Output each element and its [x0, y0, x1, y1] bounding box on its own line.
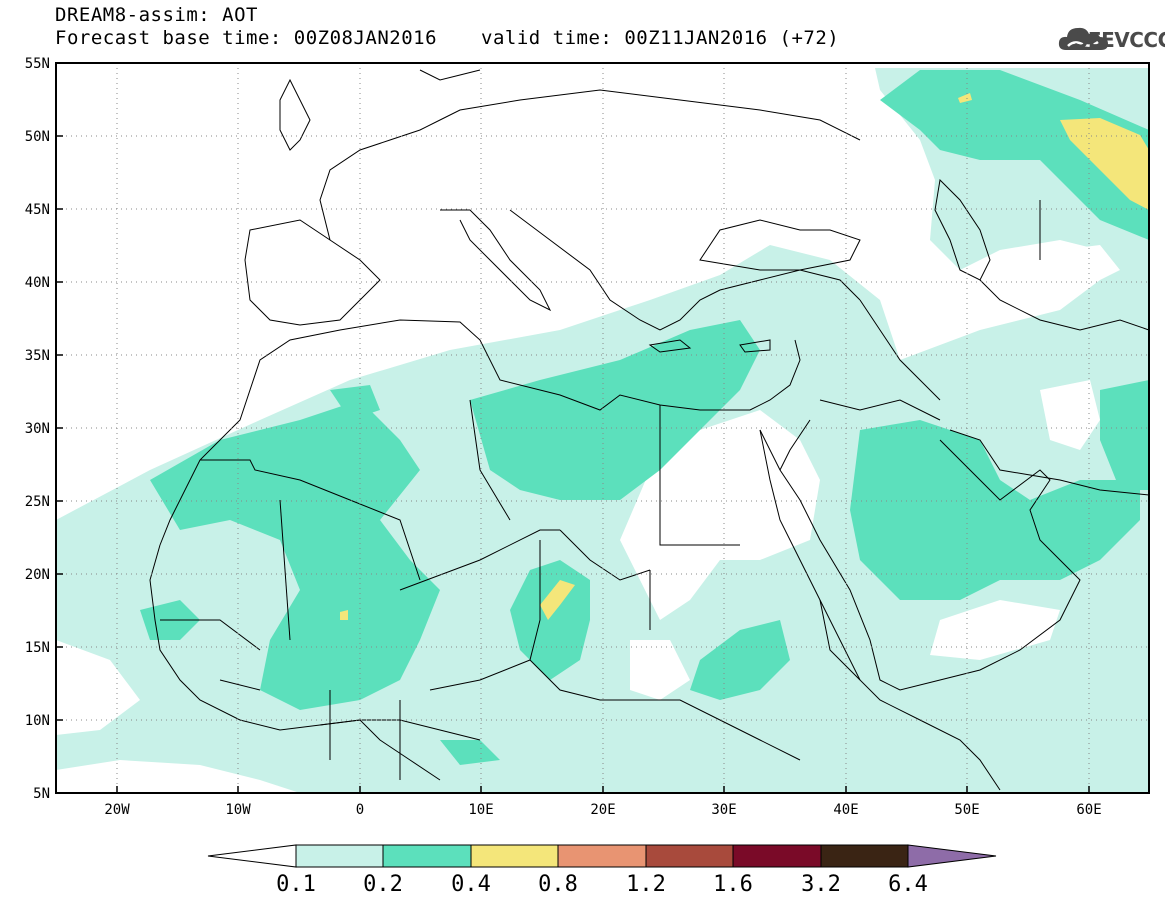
colorbar-segment: [295, 844, 384, 868]
colorbar-label: 0.1: [276, 872, 316, 897]
lat-label: 55N: [25, 56, 50, 72]
aot-band-0.2: [140, 70, 1149, 765]
cloud-icon: [1058, 27, 1108, 50]
colorbar: [207, 844, 997, 868]
lat-label: 45N: [25, 202, 50, 218]
colorbar-high-arrow: [907, 844, 997, 868]
colorbar-segment: [645, 844, 734, 868]
lat-label: 25N: [25, 494, 50, 510]
lon-label: 20E: [590, 802, 615, 818]
colorbar-segment: [470, 844, 559, 868]
colorbar-label: 1.6: [713, 872, 753, 897]
map-title: DREAM8-assim: AOT: [55, 4, 258, 26]
colorbar-label: 0.8: [538, 872, 578, 897]
lat-label: 15N: [25, 640, 50, 656]
colorbar-segment: [820, 844, 909, 868]
lon-label: 0: [356, 802, 364, 818]
aot-clear-areas: [56, 245, 1120, 793]
lon-label: 40E: [833, 802, 858, 818]
colorbar-label: 3.2: [801, 872, 841, 897]
valid-time: valid time: 00Z11JAN2016 (+72): [481, 27, 840, 49]
lat-label: 30N: [25, 421, 50, 437]
colorbar-labels: 0.1 0.2 0.4 0.8 1.2 1.6 3.2 6.4: [276, 872, 928, 897]
aot-band-0.4: [340, 93, 1149, 620]
lon-label: 20W: [104, 802, 130, 818]
base-time: Forecast base time: 00Z08JAN2016: [55, 27, 438, 49]
lat-label: 50N: [25, 129, 50, 145]
latitude-labels: 55N 50N 45N 40N 35N 30N 25N 20N 15N 10N …: [25, 56, 50, 802]
colorbar-label: 1.2: [626, 872, 666, 897]
logo-text: SEEVCCC: [1074, 28, 1165, 52]
lat-label: 35N: [25, 348, 50, 364]
colorbar-segment: [382, 844, 472, 868]
lat-label: 40N: [25, 275, 50, 291]
lon-label: 50E: [954, 802, 979, 818]
lat-label: 20N: [25, 567, 50, 583]
coastlines: [149, 69, 1149, 791]
colorbar-low-arrow: [207, 844, 297, 868]
lon-label: 30E: [711, 802, 736, 818]
aot-field: [56, 68, 1149, 793]
lon-label: 10W: [225, 802, 251, 818]
lon-label: 60E: [1076, 802, 1101, 818]
colorbar-segment: [732, 844, 822, 868]
longitude-labels: 20W 10W 0 10E 20E 30E 40E 50E 60E: [104, 802, 1101, 818]
lon-label: 10E: [468, 802, 493, 818]
lat-label: 10N: [25, 713, 50, 729]
axis-ticks: [56, 62, 1090, 794]
colorbar-label: 0.2: [363, 872, 403, 897]
graticule: [56, 63, 1149, 793]
colorbar-segment: [557, 844, 647, 868]
colorbar-label: 0.4: [451, 872, 491, 897]
forecast-times: Forecast base time: 00Z08JAN2016 valid ti…: [55, 27, 839, 49]
colorbar-label: 6.4: [888, 872, 928, 897]
lat-label: 5N: [33, 786, 50, 802]
